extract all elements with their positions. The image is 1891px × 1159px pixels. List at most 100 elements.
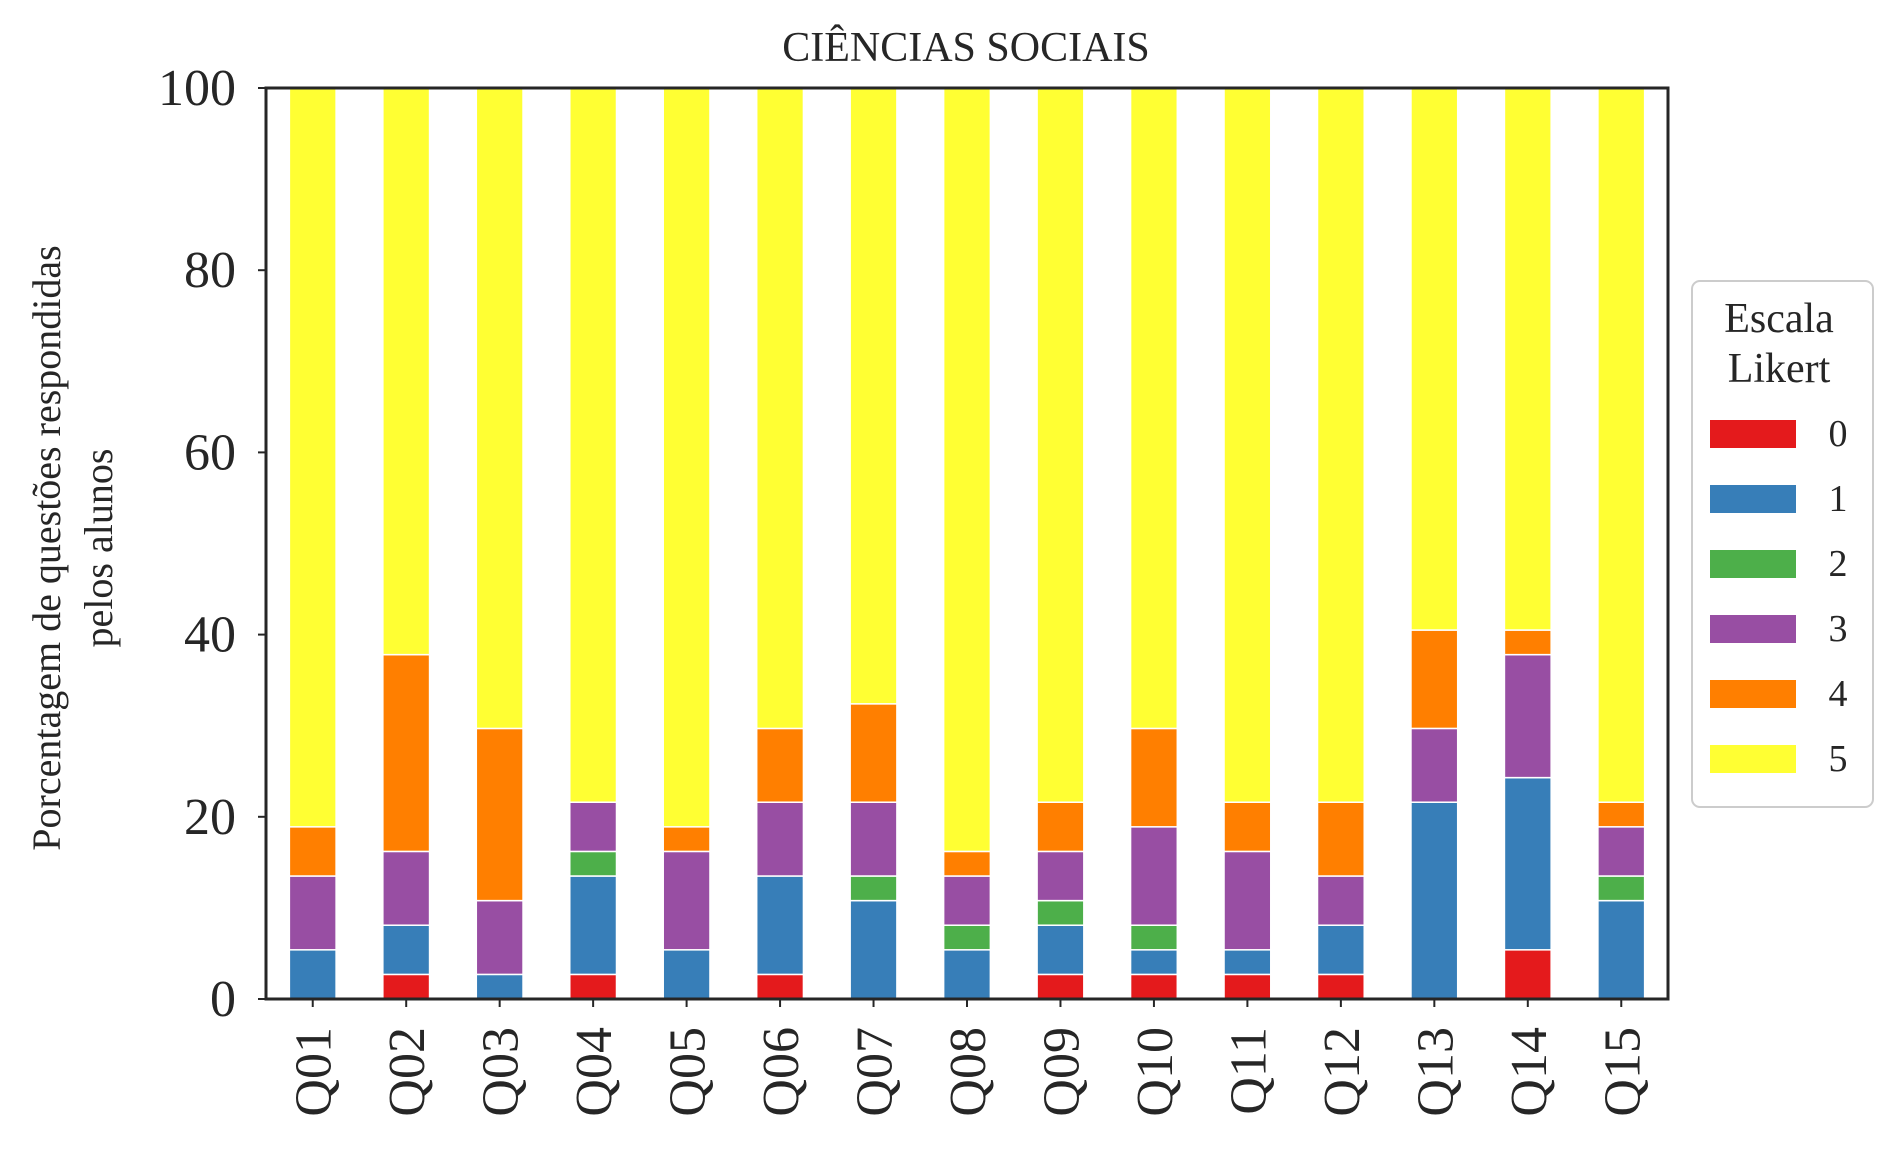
legend-swatch-2 (1710, 550, 1796, 578)
bar-segment-q14-level-1 (1503, 776, 1552, 951)
bar-segment-q02-level-3 (382, 850, 431, 926)
bar-segment-q10-level-1 (1129, 949, 1179, 976)
legend-swatch-4 (1710, 680, 1796, 708)
legend-swatch-5 (1710, 745, 1796, 773)
legend-swatch-1 (1710, 485, 1796, 513)
bar-segment-q04-level-5 (569, 87, 618, 803)
bar-segment-q11-level-5 (1223, 87, 1272, 803)
bar-segment-q07-level-4 (849, 703, 898, 803)
bar-segment-q05-level-4 (662, 826, 711, 853)
x-tick-label-q14: Q14 (1501, 1027, 1558, 1117)
bar-segment-q14-level-0 (1503, 949, 1552, 1000)
y-tick-label: 20 (184, 789, 236, 846)
bar-segment-q15-level-1 (1597, 899, 1646, 1000)
bar-segment-q07-level-3 (849, 801, 898, 877)
bar-segment-q07-level-2 (849, 875, 898, 902)
y-ticks: 0 20 40 60 80 100 (158, 60, 266, 1028)
bar-segment-q09-level-0 (1036, 973, 1085, 1000)
bar-segment-q10-level-3 (1129, 826, 1179, 926)
bar-segment-q03-level-3 (475, 899, 524, 976)
bar-segment-q11-level-0 (1223, 973, 1272, 1000)
x-tick-label-q12: Q12 (1314, 1027, 1371, 1117)
x-tick-label-q13: Q13 (1407, 1027, 1464, 1117)
bar-segment-q12-level-0 (1316, 973, 1365, 1000)
y-axis-label-line2: pelos alunos (76, 449, 121, 648)
bars-layer (288, 87, 1646, 1000)
x-ticks: Q01 Q02 Q03 Q04 Q05 Q06 Q07 Q08 Q09 Q10 Q11 Q12 Q13 Q… (286, 999, 1651, 1117)
bar-segment-q15-level-5 (1597, 87, 1646, 803)
y-axis-label: Porcentagem de questões respondidas pelo… (24, 245, 121, 850)
plot-frame (264, 86, 1670, 1001)
legend-swatch-0 (1710, 420, 1796, 448)
bar-segment-q14-level-3 (1503, 653, 1552, 779)
bar-segment-q01-level-3 (288, 875, 337, 951)
bar-segment-q07-level-1 (849, 899, 898, 1000)
chart-title: CIÊNCIAS SOCIAIS (782, 24, 1150, 71)
bar-segment-q14-level-5 (1503, 87, 1552, 631)
legend-box (1691, 280, 1874, 808)
bar-segment-q10-level-5 (1129, 87, 1179, 730)
legend-label-1: 1 (1829, 478, 1848, 520)
x-tick-label-q08: Q08 (940, 1027, 997, 1117)
y-tick-label: 80 (184, 242, 236, 299)
x-tick-label-q15: Q15 (1594, 1027, 1651, 1117)
bar-segment-q06-level-1 (755, 875, 805, 976)
x-tick-label-q06: Q06 (753, 1027, 810, 1117)
bar-segment-q08-level-5 (942, 87, 992, 853)
legend-title-line2: Likert (1728, 346, 1831, 392)
bar-segment-q10-level-0 (1129, 973, 1179, 1000)
bar-segment-q03-level-5 (475, 87, 524, 730)
x-tick-label-q03: Q03 (473, 1027, 530, 1117)
bar-segment-q15-level-3 (1597, 826, 1646, 877)
bar-segment-q13-level-4 (1410, 629, 1459, 730)
bar-segment-q15-level-2 (1597, 875, 1646, 902)
bar-segment-q08-level-2 (942, 924, 992, 951)
bar-segment-q11-level-3 (1223, 850, 1272, 951)
bar-segment-q09-level-2 (1036, 899, 1085, 926)
y-tick-label: 100 (158, 60, 236, 117)
legend-label-3: 3 (1829, 608, 1848, 650)
legend-label-2: 2 (1829, 543, 1848, 585)
bar-segment-q15-level-4 (1597, 801, 1646, 828)
bar-segment-q02-level-0 (382, 973, 431, 1000)
bar-segment-q05-level-1 (662, 949, 711, 1000)
x-tick-label-q10: Q10 (1127, 1027, 1184, 1117)
bar-segment-q05-level-3 (662, 850, 711, 951)
y-tick-label: 40 (184, 607, 236, 664)
bar-segment-q05-level-5 (662, 87, 711, 828)
y-axis-label-line1: Porcentagem de questões respondidas (24, 245, 69, 850)
bar-segment-q10-level-4 (1129, 727, 1179, 828)
bar-segment-q08-level-3 (942, 875, 992, 926)
bar-segment-q12-level-1 (1316, 924, 1365, 976)
bar-segment-q12-level-3 (1316, 875, 1365, 926)
legend-label-0: 0 (1829, 413, 1848, 455)
bar-segment-q01-level-4 (288, 826, 337, 877)
bar-segment-q11-level-4 (1223, 801, 1272, 853)
bar-segment-q09-level-1 (1036, 924, 1085, 976)
legend-items: 0 1 2 3 4 5 (1710, 413, 1848, 780)
bar-segment-q12-level-4 (1316, 801, 1365, 877)
x-tick-label-q11: Q11 (1220, 1027, 1277, 1115)
bar-segment-q04-level-0 (569, 973, 618, 1000)
bar-segment-q06-level-4 (755, 727, 805, 803)
bar-segment-q02-level-1 (382, 924, 431, 976)
bar-segment-q03-level-1 (475, 973, 524, 1000)
bar-segment-q02-level-4 (382, 653, 431, 853)
bar-segment-q06-level-3 (755, 801, 805, 877)
bar-segment-q09-level-3 (1036, 850, 1085, 902)
bar-segment-q14-level-4 (1503, 629, 1552, 656)
bar-segment-q01-level-1 (288, 949, 337, 1000)
bar-segment-q13-level-5 (1410, 87, 1459, 631)
legend-label-5: 5 (1829, 738, 1848, 780)
legend: Escala Likert 0 1 2 3 4 5 (1691, 280, 1874, 808)
bar-segment-q06-level-0 (755, 973, 805, 1000)
legend-label-4: 4 (1829, 673, 1848, 715)
x-tick-label-q07: Q07 (847, 1027, 904, 1117)
bar-segment-q01-level-5 (288, 87, 337, 828)
bar-segment-q04-level-2 (569, 850, 618, 877)
bar-segment-q09-level-4 (1036, 801, 1085, 853)
bar-segment-q04-level-3 (569, 801, 618, 853)
bar-segment-q08-level-1 (942, 949, 992, 1000)
bar-segment-q11-level-1 (1223, 949, 1272, 976)
